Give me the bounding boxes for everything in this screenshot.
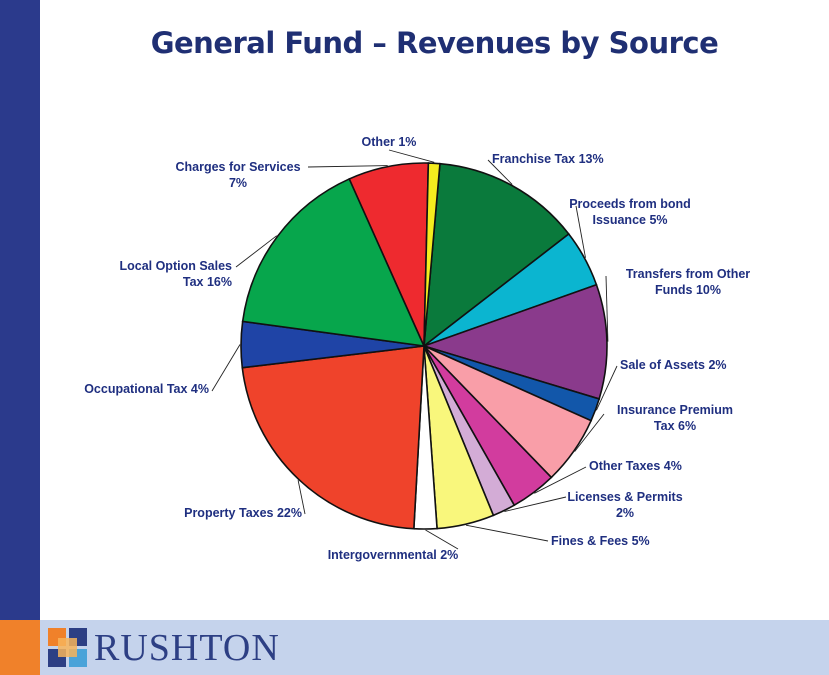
leader-line	[211, 344, 241, 392]
leader-line	[388, 149, 435, 163]
leader-line	[595, 365, 618, 411]
slice-label: Occupational Tax 4%	[84, 382, 209, 396]
leader-line	[465, 524, 549, 542]
slice-label: Proceeds from bond Issuance 5%	[569, 197, 691, 227]
page-title: General Fund – Revenues by Source	[150, 26, 719, 60]
pie-slice-franchise-tax	[423, 162, 570, 348]
pie-slice-local-option-sales-tax	[241, 177, 426, 347]
leader-line	[575, 205, 586, 258]
slice-label: Sale of Assets 2%	[620, 358, 727, 372]
slice-label: Insurance Premium Tax 6%	[617, 403, 733, 433]
leader-line	[504, 496, 567, 512]
slice-label: Transfers from Other Funds 10%	[626, 267, 750, 297]
slice-label: Property Taxes 22%	[184, 506, 302, 520]
slice-label: Charges for Services 7%	[175, 160, 300, 190]
pie-slice-transfers-from-other-funds	[421, 283, 608, 400]
slice-labels: Franchise Tax 13% Proceeds from bond Issua…	[84, 135, 750, 562]
footer-band	[0, 620, 829, 675]
slice-label: Intergovernmental 2%	[328, 548, 459, 562]
slice-label: Local Option Sales Tax 16%	[119, 259, 232, 289]
rushton-logo: RUSHTON	[48, 626, 318, 670]
slice-label: Other Taxes 4%	[589, 459, 682, 473]
slice-label: Other 1%	[362, 135, 417, 149]
pie-slice-other	[423, 162, 441, 347]
pie-slices	[240, 162, 608, 530]
leader-line	[487, 159, 513, 185]
leader-line	[425, 529, 459, 550]
slice-label: Licenses & Permits 2%	[567, 490, 682, 520]
leader-lines	[211, 149, 618, 550]
leader-line	[605, 275, 609, 342]
leader-line	[574, 413, 605, 452]
leader-line	[297, 480, 306, 515]
slice-label: Fines & Fees 5%	[551, 534, 650, 548]
brand-name: RUSHTON	[94, 627, 280, 669]
pie-slice-property-taxes	[241, 345, 425, 530]
leader-line	[307, 165, 388, 168]
logo-mark-icon	[48, 628, 87, 667]
leader-line	[534, 466, 587, 494]
leader-line	[235, 235, 277, 268]
slice-label: Franchise Tax 13%	[492, 152, 604, 166]
footer-accent	[0, 620, 40, 675]
left-accent-bar	[0, 0, 40, 620]
